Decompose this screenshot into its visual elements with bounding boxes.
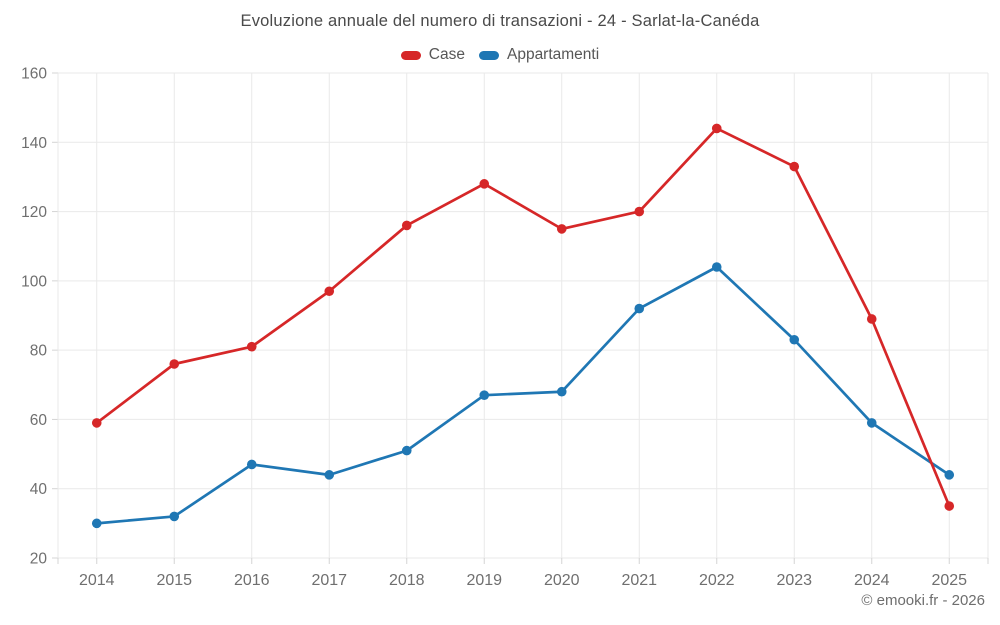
y-gridlines: [52, 72, 988, 559]
data-point-case-2025: [944, 501, 955, 511]
x-tick-label: 2019: [466, 572, 502, 589]
y-tick-label: 100: [21, 273, 47, 290]
data-point-appartamenti-2025: [944, 470, 955, 480]
x-tick-label: 2014: [79, 572, 115, 589]
data-point-case-2022: [711, 123, 722, 134]
y-tick-label: 140: [21, 135, 47, 152]
data-point-appartamenti-2018: [401, 445, 412, 456]
chart-legend: Case Appartamenti: [0, 46, 1000, 64]
x-tick-label: 2018: [389, 572, 425, 589]
legend-item-appartamenti[interactable]: Appartamenti: [478, 46, 600, 64]
data-point-case-2021: [634, 206, 645, 217]
series-case-line: [95, 127, 951, 508]
data-point-appartamenti-2016: [246, 459, 257, 470]
y-tick-label: 80: [30, 343, 48, 360]
x-tick-label: 2020: [544, 572, 580, 589]
x-tick-label: 2021: [621, 572, 657, 589]
x-tick-label: 2022: [699, 572, 735, 589]
x-tick-label: 2015: [156, 572, 192, 589]
data-point-appartamenti-2014: [91, 518, 102, 529]
x-gridlines: [57, 73, 989, 564]
data-point-case-2014: [91, 418, 102, 428]
y-tick-label: 60: [30, 412, 48, 429]
data-point-appartamenti-2017: [324, 470, 335, 480]
data-point-case-2019: [479, 179, 490, 189]
data-point-appartamenti-2021: [634, 303, 645, 314]
data-point-appartamenti-2023: [789, 334, 800, 345]
data-point-case-2017: [324, 286, 335, 297]
y-tick-label: 160: [21, 66, 47, 83]
y-tick-label: 120: [21, 204, 47, 221]
x-tick-label: 2024: [854, 572, 890, 589]
copyright-footer: © emooki.fr - 2026: [861, 592, 985, 609]
legend-label: Appartamenti: [506, 46, 600, 63]
data-point-case-2024: [866, 314, 877, 324]
data-point-case-2015: [169, 359, 180, 369]
legend-swatch-appartamenti: [478, 50, 499, 60]
x-axis-labels: 2014 2015 2016 2017 2018 2019 2020 2021 2022 2023…: [79, 572, 967, 589]
data-point-case-2023: [789, 161, 800, 172]
x-tick-label: 2016: [234, 572, 270, 589]
series-case-points: [91, 123, 955, 511]
x-tick-label: 2017: [311, 572, 347, 589]
legend-item-case[interactable]: Case: [400, 46, 465, 64]
y-tick-label: 20: [30, 551, 48, 568]
data-point-appartamenti-2020: [556, 386, 567, 397]
y-tick-label: 40: [30, 481, 48, 498]
legend-label: Case: [428, 46, 465, 63]
chart-title: Evoluzione annuale del numero di transaz…: [240, 12, 760, 30]
x-tick-label: 2025: [931, 572, 967, 589]
x-tick-label: 2023: [776, 572, 812, 589]
legend-swatch-case: [400, 50, 421, 60]
series-appartamenti-line: [95, 265, 951, 525]
data-point-appartamenti-2019: [479, 390, 490, 400]
data-point-case-2016: [246, 341, 257, 352]
data-point-case-2018: [401, 220, 412, 231]
data-point-case-2020: [556, 224, 567, 234]
data-point-appartamenti-2024: [866, 418, 877, 428]
y-axis-labels: 20 40 60 80 100 120 140 160: [21, 66, 47, 568]
series-appartamenti-points: [91, 262, 955, 529]
data-point-appartamenti-2015: [169, 511, 180, 522]
data-point-appartamenti-2022: [711, 262, 722, 272]
